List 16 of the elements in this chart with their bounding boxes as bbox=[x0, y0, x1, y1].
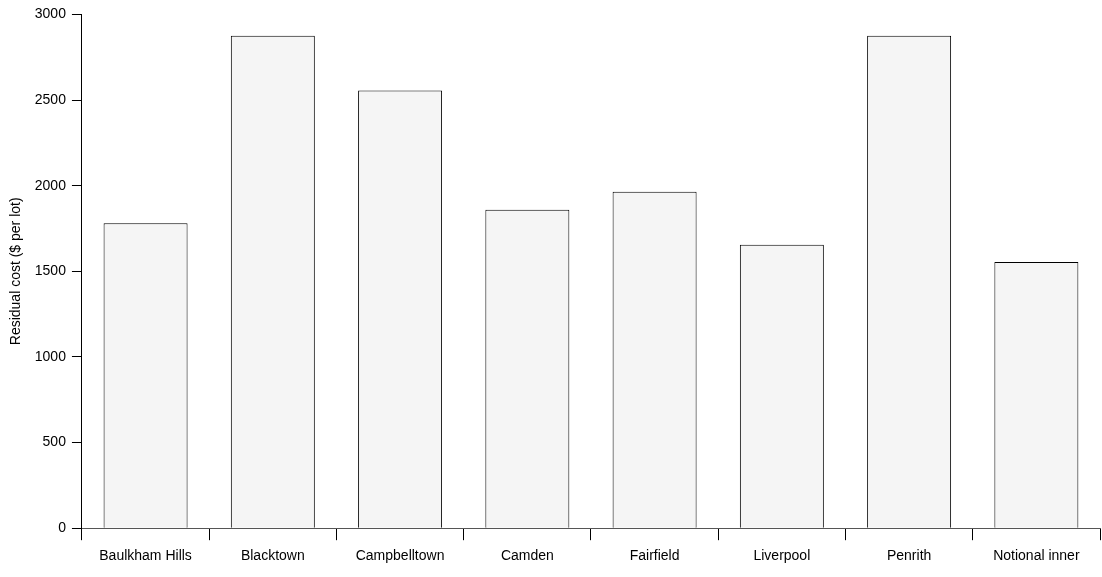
x-tick-label: Penrith bbox=[886, 547, 932, 564]
x-tick-label: Camden bbox=[500, 547, 554, 564]
y-tick-label: 1500 bbox=[34, 262, 67, 279]
y-tick-label: 0 bbox=[58, 519, 67, 536]
x-tick-label: Baulkham Hills bbox=[99, 547, 192, 564]
y-tick-label: 3000 bbox=[34, 5, 67, 22]
y-tick-label: 500 bbox=[42, 433, 67, 450]
x-tick-label: Campbelltown bbox=[355, 547, 445, 564]
y-tick-label: 2500 bbox=[34, 90, 67, 107]
x-tick-label: Notional inner bbox=[993, 547, 1080, 564]
y-axis-title: Residual cost ($ per lot) bbox=[7, 197, 24, 346]
y-tick-label: 1000 bbox=[34, 347, 67, 364]
x-tick-label: Blacktown bbox=[240, 547, 305, 564]
x-tick-label: Liverpool bbox=[753, 547, 811, 564]
x-tick-label: Fairfield bbox=[629, 547, 680, 564]
y-tick-label: 2000 bbox=[34, 176, 67, 193]
